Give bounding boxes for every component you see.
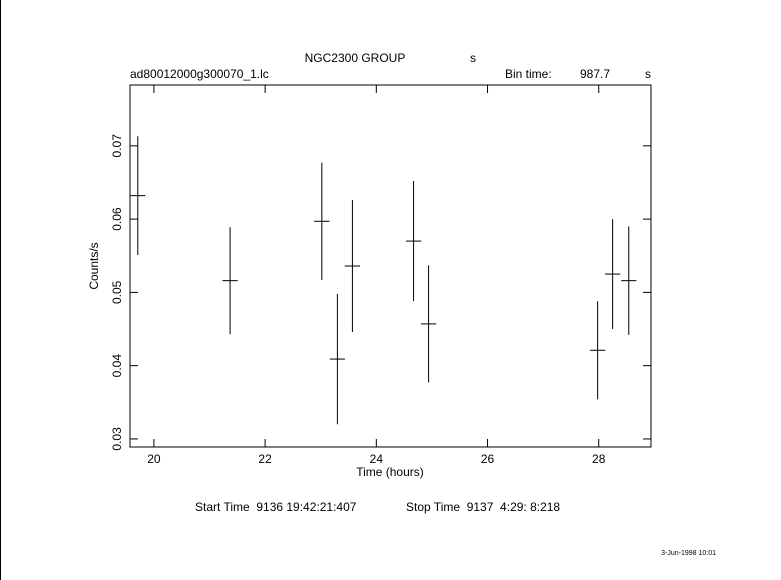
y-tick-label: 0.04 — [110, 354, 124, 378]
y-tick-label: 0.06 — [110, 207, 124, 231]
x-tick-label: 26 — [481, 452, 495, 466]
y-tick-label: 0.07 — [110, 134, 124, 158]
y-axis-label: Counts/s — [87, 242, 101, 289]
stop-time: Stop Time 9137 4:29: 8:218 — [406, 500, 560, 514]
x-axis-label: Time (hours) — [356, 465, 424, 479]
file-name: ad80012000g300070_1.lc — [130, 67, 269, 81]
y-tick-label: 0.03 — [110, 427, 124, 451]
chart-title: NGC2300 GROUP — [305, 51, 406, 65]
title-unit: s — [470, 51, 476, 65]
x-tick-label: 24 — [370, 452, 384, 466]
start-time: Start Time 9136 19:42:21:407 — [195, 500, 357, 514]
plot-date: 3-Jun-1998 10:01 — [661, 550, 716, 557]
x-tick-label: 22 — [258, 452, 272, 466]
plot-frame — [129, 84, 652, 448]
bin-time-label: Bin time: — [505, 67, 552, 81]
x-tick-label: 20 — [147, 452, 161, 466]
x-tick-label: 28 — [592, 452, 606, 466]
y-tick-label: 0.05 — [110, 280, 124, 304]
bin-time: 987.7 — [580, 67, 610, 81]
bin-time-unit: s — [645, 67, 651, 81]
